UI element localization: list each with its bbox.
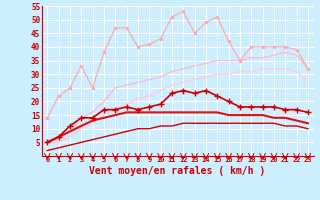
X-axis label: Vent moyen/en rafales ( km/h ): Vent moyen/en rafales ( km/h ) [90,166,266,176]
